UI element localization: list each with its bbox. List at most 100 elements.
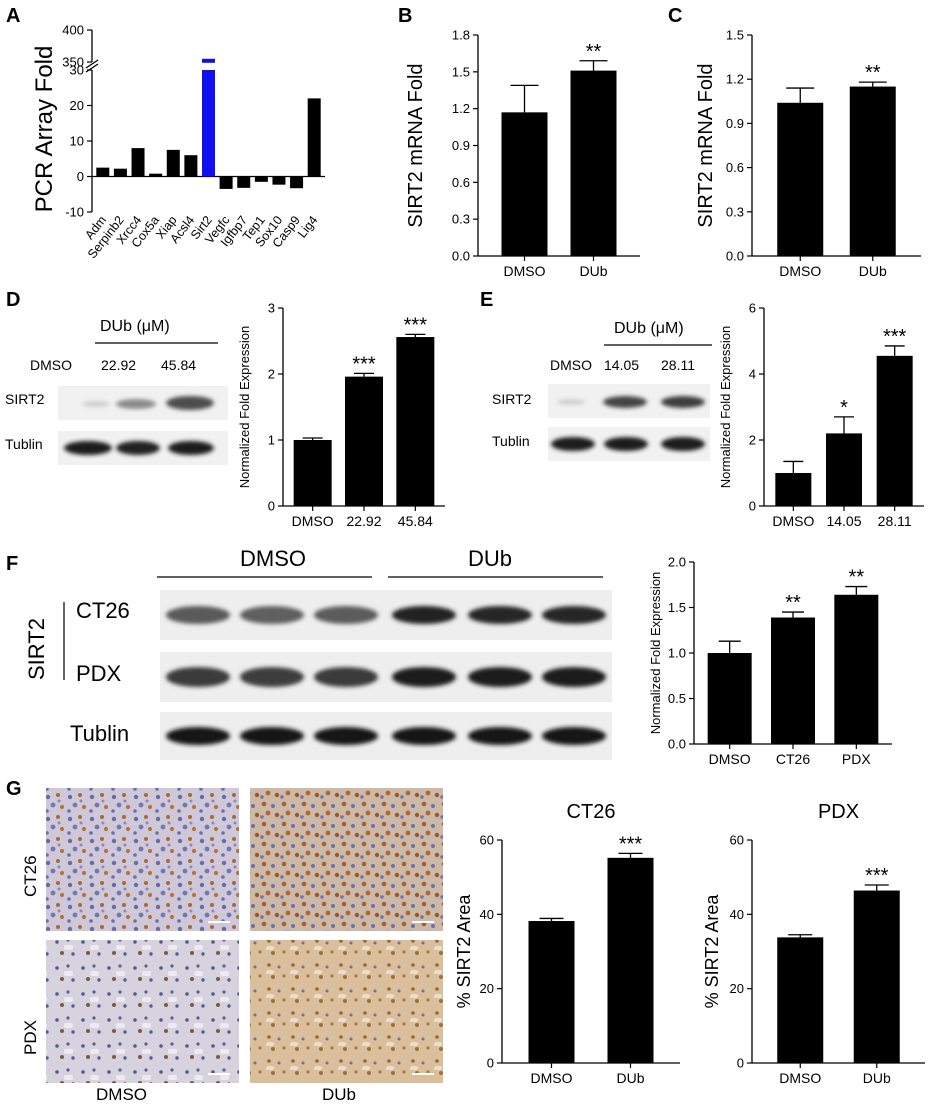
bar (396, 337, 435, 506)
chart-g-ct26: 0 20 40 60 DMSO *** DUb % SIRT2 Area CT26 (454, 801, 680, 1086)
blot-d-lane-3: 45.84 (161, 357, 196, 373)
blot-band (542, 667, 606, 687)
x-tick-label: DMSO (709, 751, 751, 767)
y-tick-label: 1.5 (726, 28, 744, 43)
bar (853, 890, 900, 1063)
blot-e-lane-1: DMSO (550, 357, 592, 373)
bar (570, 70, 617, 256)
blot-band (166, 727, 230, 745)
y-axis-label: SIRT2 mRNA Fold (405, 63, 427, 227)
blot-band (240, 727, 304, 745)
y-tick-label: 60 (480, 833, 494, 848)
bar (272, 176, 286, 185)
y-tick-label: -10 (65, 205, 84, 220)
y-tick-label: 2.0 (668, 555, 686, 570)
y-tick-label: 0.0 (726, 249, 744, 264)
blot-d-row-sirt2: SIRT2 (5, 391, 45, 407)
x-tick-label: DMSO (779, 263, 821, 279)
bar (607, 857, 654, 1063)
y-tick-label: 60 (730, 833, 744, 848)
bar (96, 167, 110, 177)
panel-label-e: E (480, 289, 493, 311)
axis-break-mark (85, 59, 99, 69)
bar (166, 149, 180, 177)
axis-break-mark (85, 63, 99, 73)
y-tick-label: 0 (749, 499, 756, 514)
x-tick-label: DMSO (779, 1070, 821, 1086)
chart-title: PDX (818, 801, 859, 823)
y-tick-label: 20 (480, 981, 494, 996)
bar (219, 176, 233, 189)
blot-e-row-tublin: Tublin (492, 433, 530, 449)
y-tick-label: 20 (730, 981, 744, 996)
blot-d-header: DUb (μM) (100, 318, 170, 335)
chart-title: CT26 (567, 801, 616, 823)
bar (707, 653, 752, 744)
bar (775, 473, 812, 506)
significance-label: ** (586, 41, 602, 63)
significance-label: * (840, 397, 848, 419)
blot-band (542, 727, 606, 745)
y-tick-label: 6 (749, 301, 756, 316)
x-tick-label: DUb (579, 263, 607, 279)
x-tick-label: DMSO (772, 513, 814, 529)
y-tick-label: 1.5 (452, 64, 470, 79)
y-tick-label: 0 (268, 499, 275, 514)
western-blot-e: DUb (μM) DMSO 14.05 28.11 SIRT2 Tublin (492, 320, 712, 461)
bar (184, 155, 198, 177)
significance-label: *** (404, 314, 428, 336)
y-tick-label: 0 (737, 1056, 744, 1071)
y-axis-label: % SIRT2 Area (702, 894, 722, 1009)
y-tick-label: 1 (268, 433, 275, 448)
chart-b: 0.0 0.3 0.6 0.9 1.2 1.5 1.8 DMSO ** DUb SIRT2 mRNA… (405, 28, 640, 279)
chart-c: 0.0 0.3 0.6 0.9 1.2 1.5 DMSO ** DUb SIRT2 mRNA Fo… (695, 28, 921, 279)
blot-band (468, 667, 532, 687)
bar (237, 176, 251, 188)
blot-band (240, 606, 304, 624)
y-tick-label: 30 (70, 63, 84, 78)
blot-band (392, 727, 456, 745)
blot-d-lane-1: DMSO (30, 357, 72, 373)
significance-label: *** (352, 353, 376, 375)
blot-band (314, 727, 378, 745)
chart-f: 0.0 0.5 1.0 1.5 2.0 DMSO ** CT26 ** PDX Normalized… (648, 555, 892, 767)
blot-f-row-ct26: CT26 (76, 598, 130, 623)
blot-band (166, 667, 230, 687)
significance-label: ** (785, 592, 801, 614)
x-tick-label: DMSO (504, 263, 546, 279)
ihc-col-dmso: DMSO (96, 1085, 147, 1104)
y-tick-label: 1.2 (726, 72, 744, 87)
y-tick-label: 0 (77, 169, 84, 184)
ihc-pdx-dub-image (250, 940, 443, 1083)
x-tick-label: DMSO (292, 513, 334, 529)
blot-band (240, 667, 304, 687)
bar (131, 148, 145, 177)
western-blot-f: DMSO DUb SIRT2 CT26 PDX Tublin (24, 546, 612, 760)
y-axis-label: Normalized Fold Expression (237, 326, 252, 489)
bar (849, 86, 896, 256)
bar (293, 440, 332, 506)
bar (777, 102, 824, 256)
y-axis-label: Normalized Fold Expression (718, 326, 733, 489)
ihc-pdx-dmso-image (46, 940, 239, 1083)
bar (876, 355, 913, 506)
y-axis-label: Normalized Fold Expression (648, 572, 663, 735)
y-axis-label: PCR Array Fold (31, 46, 58, 213)
y-tick-label: 0.3 (726, 204, 744, 219)
y-tick-label: 0.6 (726, 160, 744, 175)
blot-band (314, 606, 378, 624)
ihc-row-pdx: PDX (21, 1020, 40, 1055)
bar (771, 617, 815, 744)
blot-e-header: DUb (μM) (614, 320, 684, 337)
chart-d: 0 1 2 3 DMSO *** 22.92 *** 45.84 Normalized Fold … (237, 301, 445, 529)
significance-label: *** (619, 833, 643, 855)
panel-label-c: C (668, 5, 682, 27)
ihc-col-dub: DUb (322, 1085, 356, 1104)
y-tick-label: 1.8 (452, 28, 470, 43)
blot-d-row-tublin: Tublin (5, 436, 43, 452)
blot-d-lane-2: 22.92 (101, 357, 136, 373)
bar (290, 176, 304, 189)
blot-f-row-tublin: Tublin (70, 721, 129, 746)
y-tick-label: 0.0 (452, 249, 470, 264)
